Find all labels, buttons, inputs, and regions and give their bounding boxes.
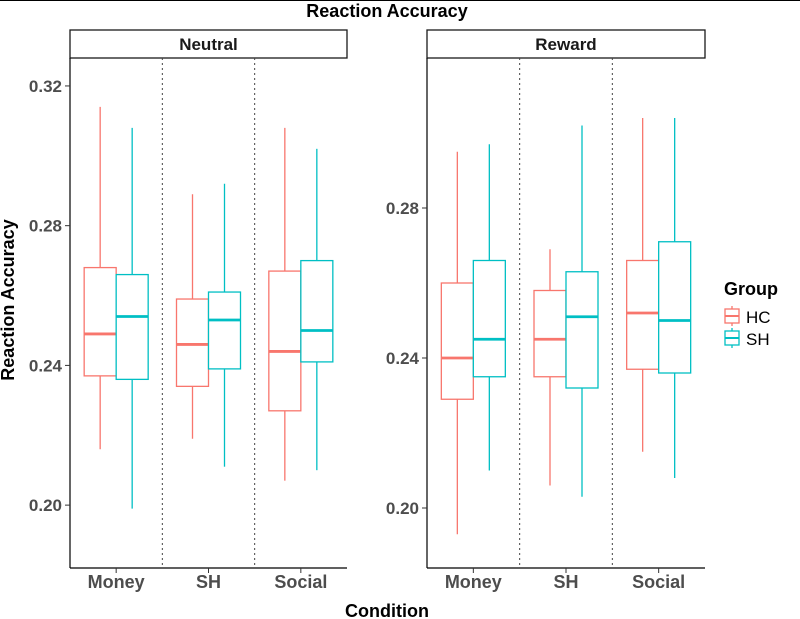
box-hc-social [626, 118, 660, 452]
box-iqr [175, 298, 210, 388]
x-tick-label: SH [553, 572, 578, 592]
y-tick-label: 0.24 [29, 356, 63, 375]
legend-label: SH [746, 330, 770, 349]
y-axis-title: Reaction Accuracy [0, 219, 18, 380]
y-tick-label: 0.20 [29, 496, 62, 515]
chart-title: Reaction Accuracy [306, 1, 467, 21]
box-iqr [207, 291, 242, 370]
box-sh-sh [565, 125, 599, 497]
y-tick-label: 0.28 [386, 199, 419, 218]
box-iqr [472, 259, 506, 378]
x-axis-title: Condition [345, 601, 429, 619]
x-tick-label: Money [88, 572, 145, 592]
x-tick-label: Money [445, 572, 502, 592]
box-iqr [300, 259, 334, 363]
legend-label: HC [746, 308, 771, 327]
facet-strip [426, 29, 706, 59]
box-sh-sh [207, 183, 242, 467]
box-iqr [83, 266, 117, 377]
box-iqr [658, 241, 692, 374]
y-tick-label: 0.32 [29, 77, 62, 96]
box-iqr [440, 282, 474, 400]
box-iqr [626, 259, 660, 370]
y-tick-label: 0.20 [386, 499, 419, 518]
legend: Group HC SH [724, 279, 778, 349]
box-sh-social [300, 148, 334, 471]
legend-item-sh: SH [724, 328, 770, 349]
box-hc-money [440, 151, 474, 535]
facet-strip-label: Neutral [179, 35, 238, 54]
box-sh-social [658, 118, 692, 478]
box-iqr [565, 271, 599, 389]
box-sh-money [472, 144, 506, 471]
legend-title: Group [724, 279, 778, 299]
x-tick-label: Social [632, 572, 685, 592]
panel-reward: Reward 0.20 0.24 0.28 Money SH Social [386, 29, 706, 592]
box-hc-sh [175, 194, 210, 439]
box-hc-sh [533, 249, 567, 486]
y-tick-label: 0.28 [29, 217, 62, 236]
facet-strip [69, 29, 348, 59]
panel-neutral: Neutral 0.20 0.24 0.28 0.32 Money SH Social [29, 29, 348, 592]
box-hc-money [83, 106, 117, 450]
facet-strip-label: Reward [535, 35, 596, 54]
box-iqr [268, 270, 302, 412]
box-sh-money [115, 127, 149, 509]
box-iqr [533, 289, 567, 378]
legend-item-hc: HC [724, 306, 771, 327]
box-iqr [115, 273, 149, 381]
y-tick-label: 0.24 [386, 349, 420, 368]
x-tick-label: Social [274, 572, 327, 592]
x-tick-label: SH [196, 572, 221, 592]
box-hc-social [268, 127, 302, 481]
